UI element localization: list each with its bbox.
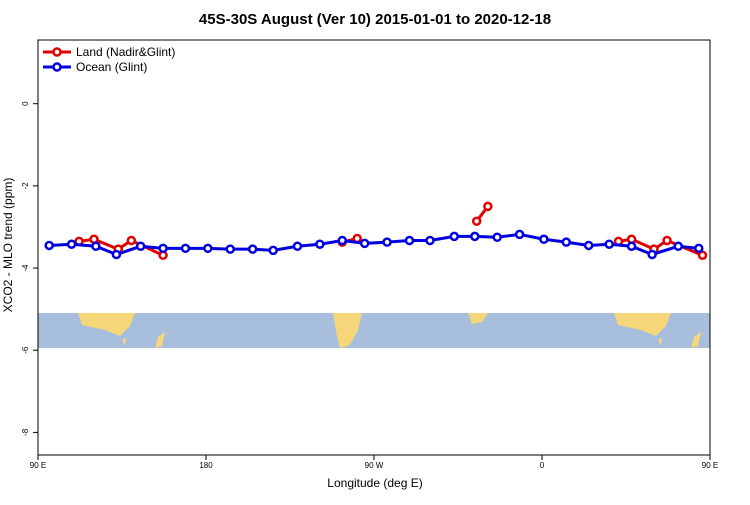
data-point [662, 235, 672, 246]
data-point [647, 249, 657, 260]
data-point [292, 241, 303, 252]
data-point [514, 229, 525, 240]
x-tick-label: 90 E [702, 461, 718, 470]
data-point [203, 243, 213, 254]
data-point [126, 235, 137, 246]
data-point [337, 235, 348, 246]
data-point [539, 234, 549, 245]
data-point [470, 231, 480, 242]
data-point [359, 238, 370, 249]
legend-marker [52, 47, 62, 57]
legend-marker [52, 62, 62, 72]
x-tick-label: 90 E [30, 461, 46, 470]
data-point [425, 235, 435, 246]
data-point [268, 245, 278, 256]
legend-label: Land (Nadir&Glint) [76, 45, 175, 59]
x-tick-label: 90 W [365, 461, 384, 470]
data-point [449, 231, 460, 242]
data-point [225, 244, 236, 254]
data-point [483, 201, 493, 212]
legend-label: Ocean (Glint) [76, 60, 147, 74]
y-tick-label: -8 [21, 428, 30, 436]
data-point [382, 237, 392, 247]
y-tick-label: -2 [21, 182, 30, 190]
data-point [673, 241, 684, 252]
y-tick-label: -4 [21, 264, 30, 272]
data-point [135, 241, 146, 252]
data-point [694, 243, 704, 254]
map-band [38, 313, 710, 348]
x-tick-label: 0 [540, 461, 545, 470]
y-tick-label: 0 [21, 101, 30, 106]
data-point [583, 240, 594, 251]
data-point [66, 239, 77, 249]
y-axis-label: XCO2 - MLO trend (ppm) [1, 178, 15, 313]
data-point [247, 244, 258, 254]
data-point [492, 232, 502, 242]
data-point [315, 239, 325, 249]
data-point [697, 250, 708, 261]
data-point [626, 241, 637, 252]
data-point [180, 243, 191, 254]
y-tick-label: -6 [21, 346, 30, 354]
data-point [561, 237, 572, 247]
chart-title: 45S-30S August (Ver 10) 2015-01-01 to 20… [199, 11, 551, 28]
data-point [111, 249, 122, 260]
data-point [44, 240, 54, 251]
data-point [471, 216, 482, 226]
data-point [404, 235, 415, 246]
data-point [604, 239, 614, 249]
data-point [158, 243, 168, 254]
x-axis-label: Longitude (deg E) [327, 476, 422, 490]
x-tick-label: 180 [199, 461, 213, 470]
data-point [91, 241, 101, 252]
series-line [49, 232, 699, 257]
